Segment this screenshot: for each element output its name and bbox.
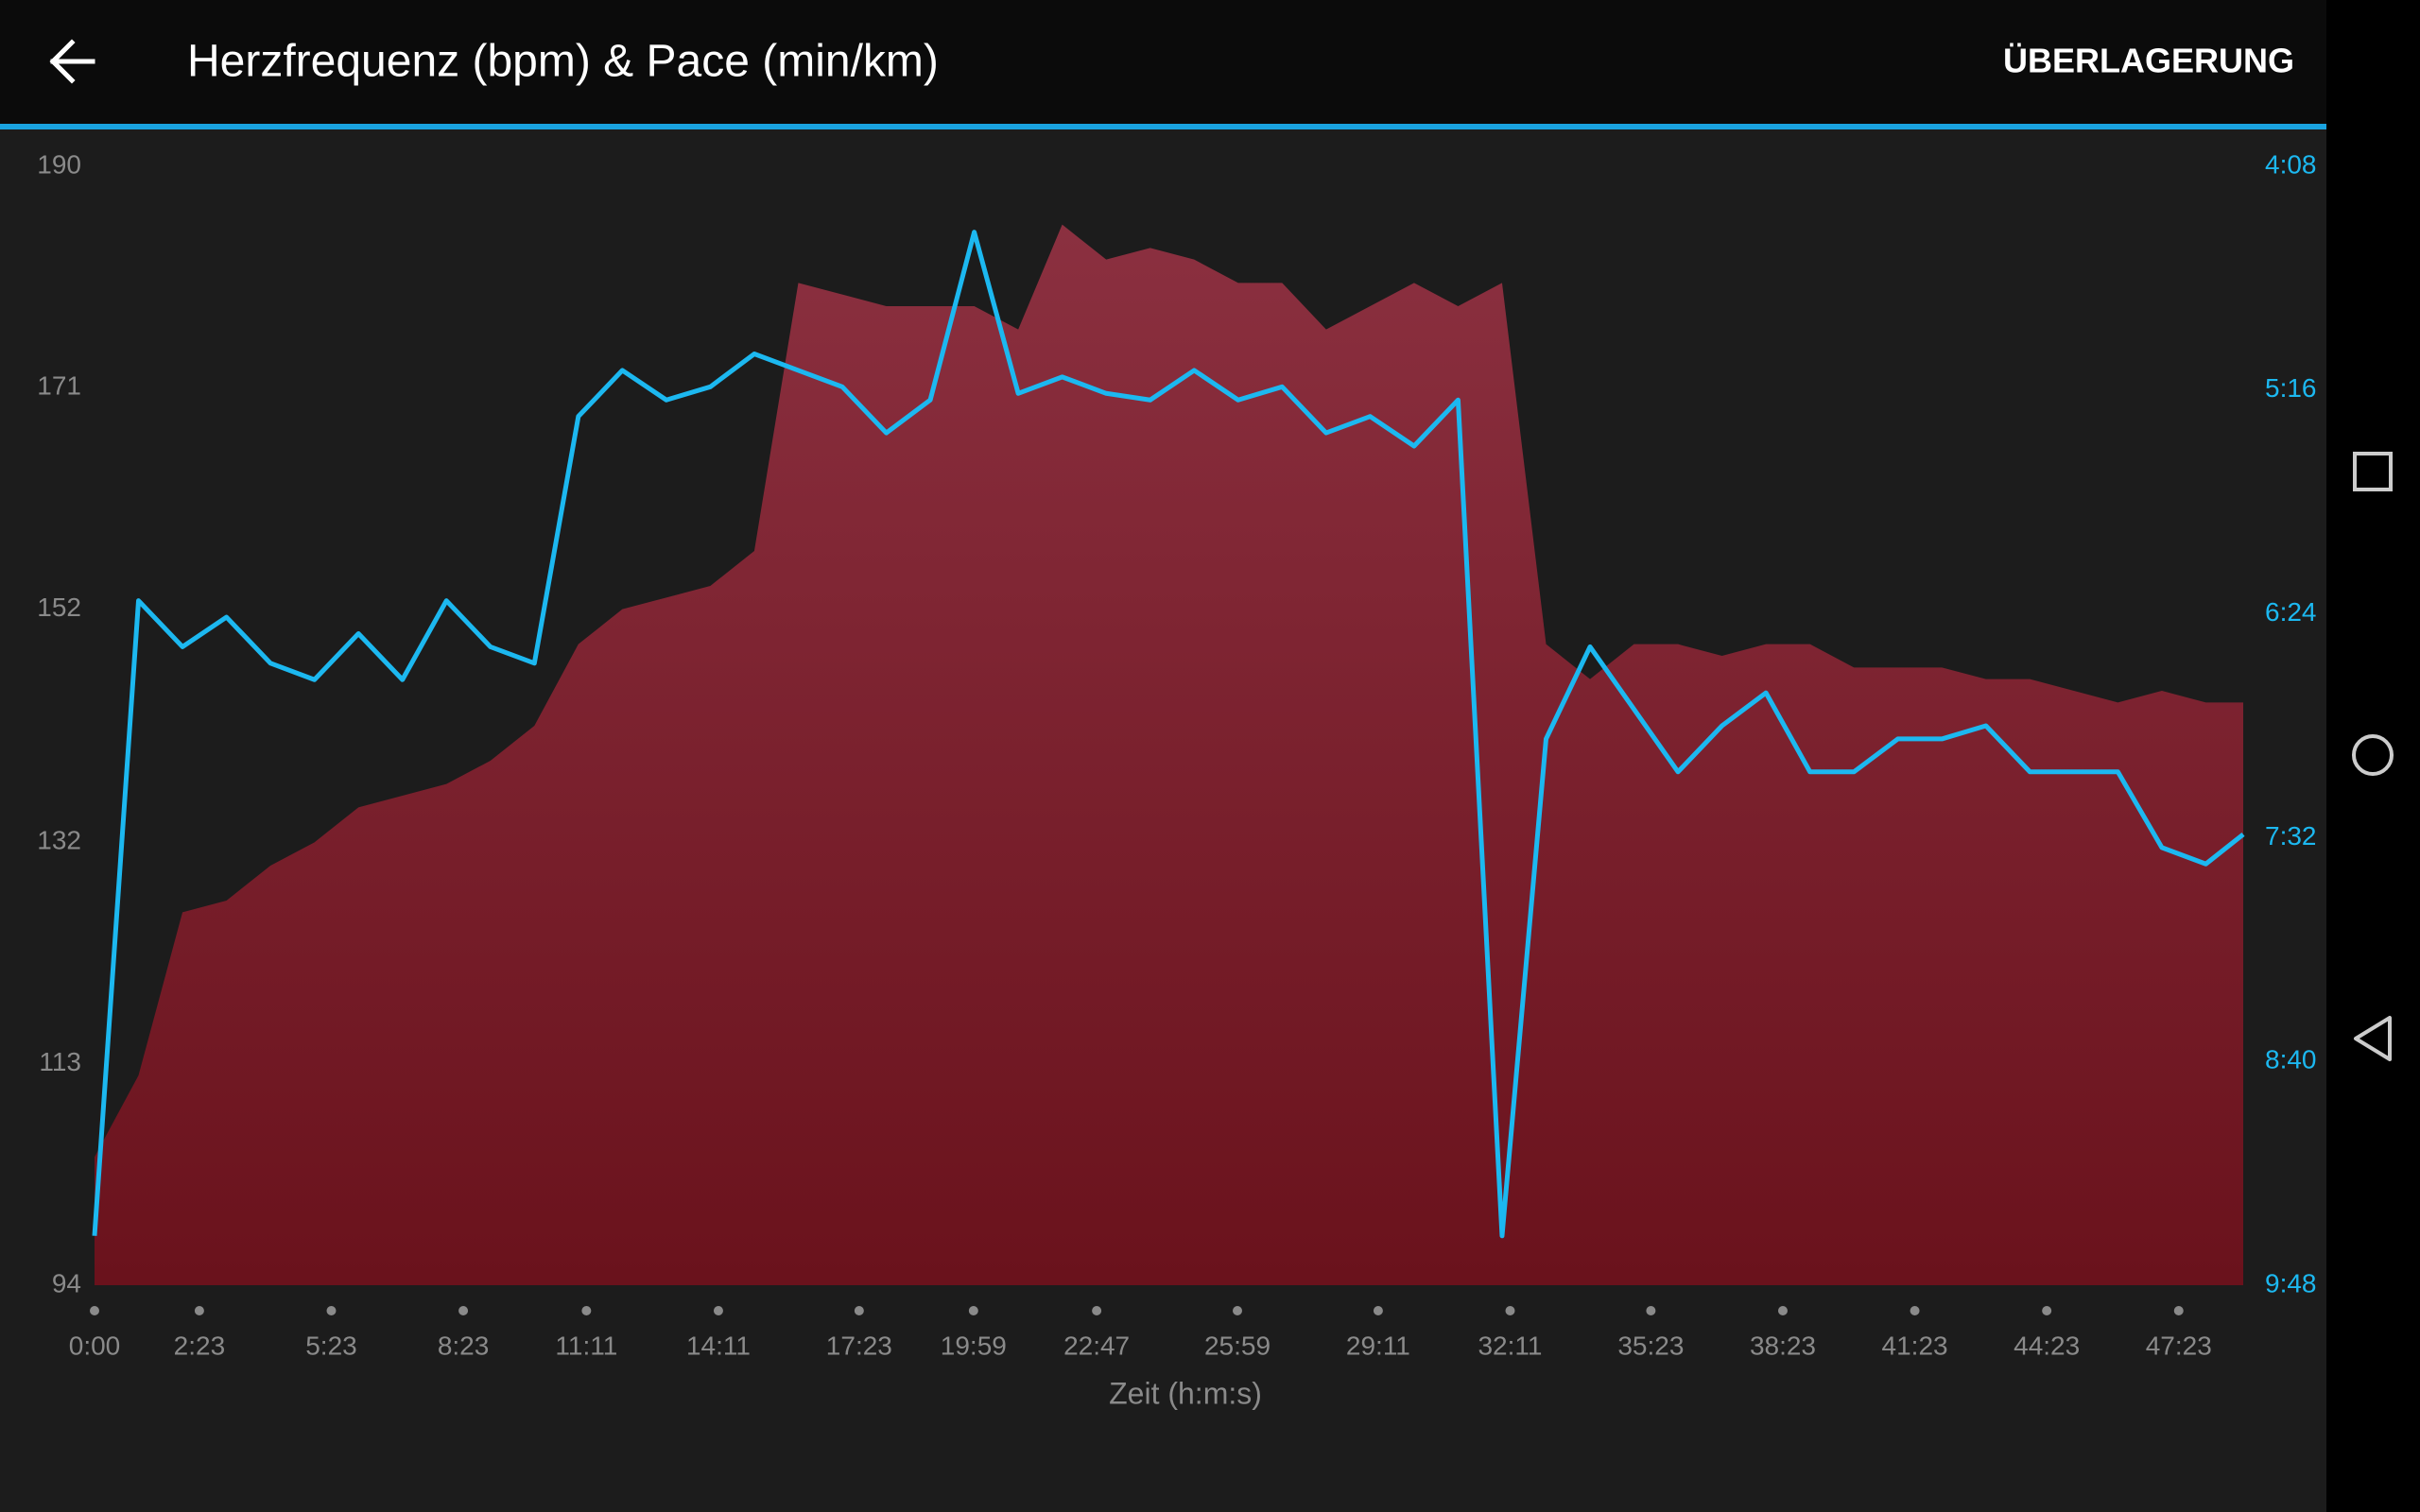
screen-title: Herzfrequenz (bpm) & Pace (min/km) bbox=[187, 37, 939, 87]
x-tick-dot bbox=[326, 1306, 337, 1315]
y-tick-label: 152 bbox=[37, 593, 81, 622]
x-tick-label: 38:23 bbox=[1750, 1331, 1816, 1360]
app-bar-accent bbox=[0, 124, 2326, 129]
x-tick-label: 41:23 bbox=[1882, 1331, 1948, 1360]
y-tick-label: 132 bbox=[37, 826, 81, 855]
x-tick-label: 8:23 bbox=[438, 1331, 490, 1360]
x-tick-dot bbox=[1373, 1306, 1383, 1315]
x-tick-label: 5:23 bbox=[305, 1331, 357, 1360]
nav-home[interactable] bbox=[2352, 734, 2394, 776]
x-tick-dot bbox=[90, 1306, 99, 1315]
x-tick-label: 11:11 bbox=[555, 1331, 617, 1360]
x-tick-label: 44:23 bbox=[2014, 1331, 2080, 1360]
y-tick-label: 190 bbox=[37, 149, 81, 179]
app-bar bbox=[0, 0, 2326, 125]
y2-tick-label: 7:32 bbox=[2265, 821, 2317, 850]
nav-back[interactable] bbox=[2354, 1016, 2392, 1061]
y2-tick-label: 8:40 bbox=[2265, 1045, 2317, 1074]
x-tick-dot bbox=[968, 1306, 978, 1315]
y-tick-label: 94 bbox=[52, 1268, 81, 1297]
x-tick-label: 19:59 bbox=[941, 1331, 1007, 1360]
x-axis-title: Zeit (h:m:s) bbox=[1109, 1376, 1262, 1410]
x-tick-dot bbox=[713, 1306, 723, 1315]
nav-bar bbox=[2326, 0, 2420, 1512]
heart-rate-area bbox=[95, 224, 2243, 1286]
x-tick-dot bbox=[458, 1306, 469, 1315]
x-tick-dot bbox=[1233, 1306, 1243, 1315]
x-tick-label: 22:47 bbox=[1063, 1331, 1130, 1360]
y2-tick-label: 6:24 bbox=[2265, 597, 2317, 627]
x-tick-dot bbox=[581, 1306, 592, 1315]
y2-tick-label: 4:08 bbox=[2265, 149, 2317, 179]
y2-tick-label: 5:16 bbox=[2265, 373, 2317, 403]
pace-line bbox=[92, 230, 2245, 1239]
y-tick-label: 113 bbox=[39, 1047, 81, 1076]
x-tick-dot bbox=[1910, 1306, 1920, 1315]
x-tick-dot bbox=[1505, 1306, 1515, 1315]
x-tick-label: 14:11 bbox=[686, 1331, 751, 1360]
x-tick-label: 47:23 bbox=[2146, 1331, 2212, 1360]
x-tick-label: 2:23 bbox=[174, 1331, 226, 1360]
nav-recents[interactable] bbox=[2353, 452, 2393, 491]
x-tick-dot bbox=[2042, 1306, 2052, 1315]
back-button[interactable] bbox=[49, 39, 95, 84]
overlay-button[interactable]: ÜBERLAGERUNG bbox=[2003, 42, 2294, 80]
x-tick-label: 25:59 bbox=[1204, 1331, 1270, 1360]
y2-tick-label: 9:48 bbox=[2265, 1268, 2317, 1297]
x-tick-dot bbox=[2173, 1306, 2184, 1315]
x-tick-dot bbox=[854, 1306, 864, 1315]
x-tick-dot bbox=[1646, 1306, 1656, 1315]
x-tick-dot bbox=[1092, 1306, 1102, 1315]
x-tick-label: 35:23 bbox=[1617, 1331, 1684, 1360]
x-tick-dot bbox=[1777, 1306, 1788, 1315]
x-tick-label: 29:11 bbox=[1346, 1331, 1410, 1360]
x-tick-label: 0:00 bbox=[69, 1331, 121, 1360]
x-tick-label: 17:23 bbox=[826, 1331, 892, 1360]
x-tick-dot bbox=[194, 1306, 204, 1315]
x-tick-label: 32:11 bbox=[1478, 1331, 1542, 1360]
y-tick-label: 171 bbox=[37, 371, 81, 401]
